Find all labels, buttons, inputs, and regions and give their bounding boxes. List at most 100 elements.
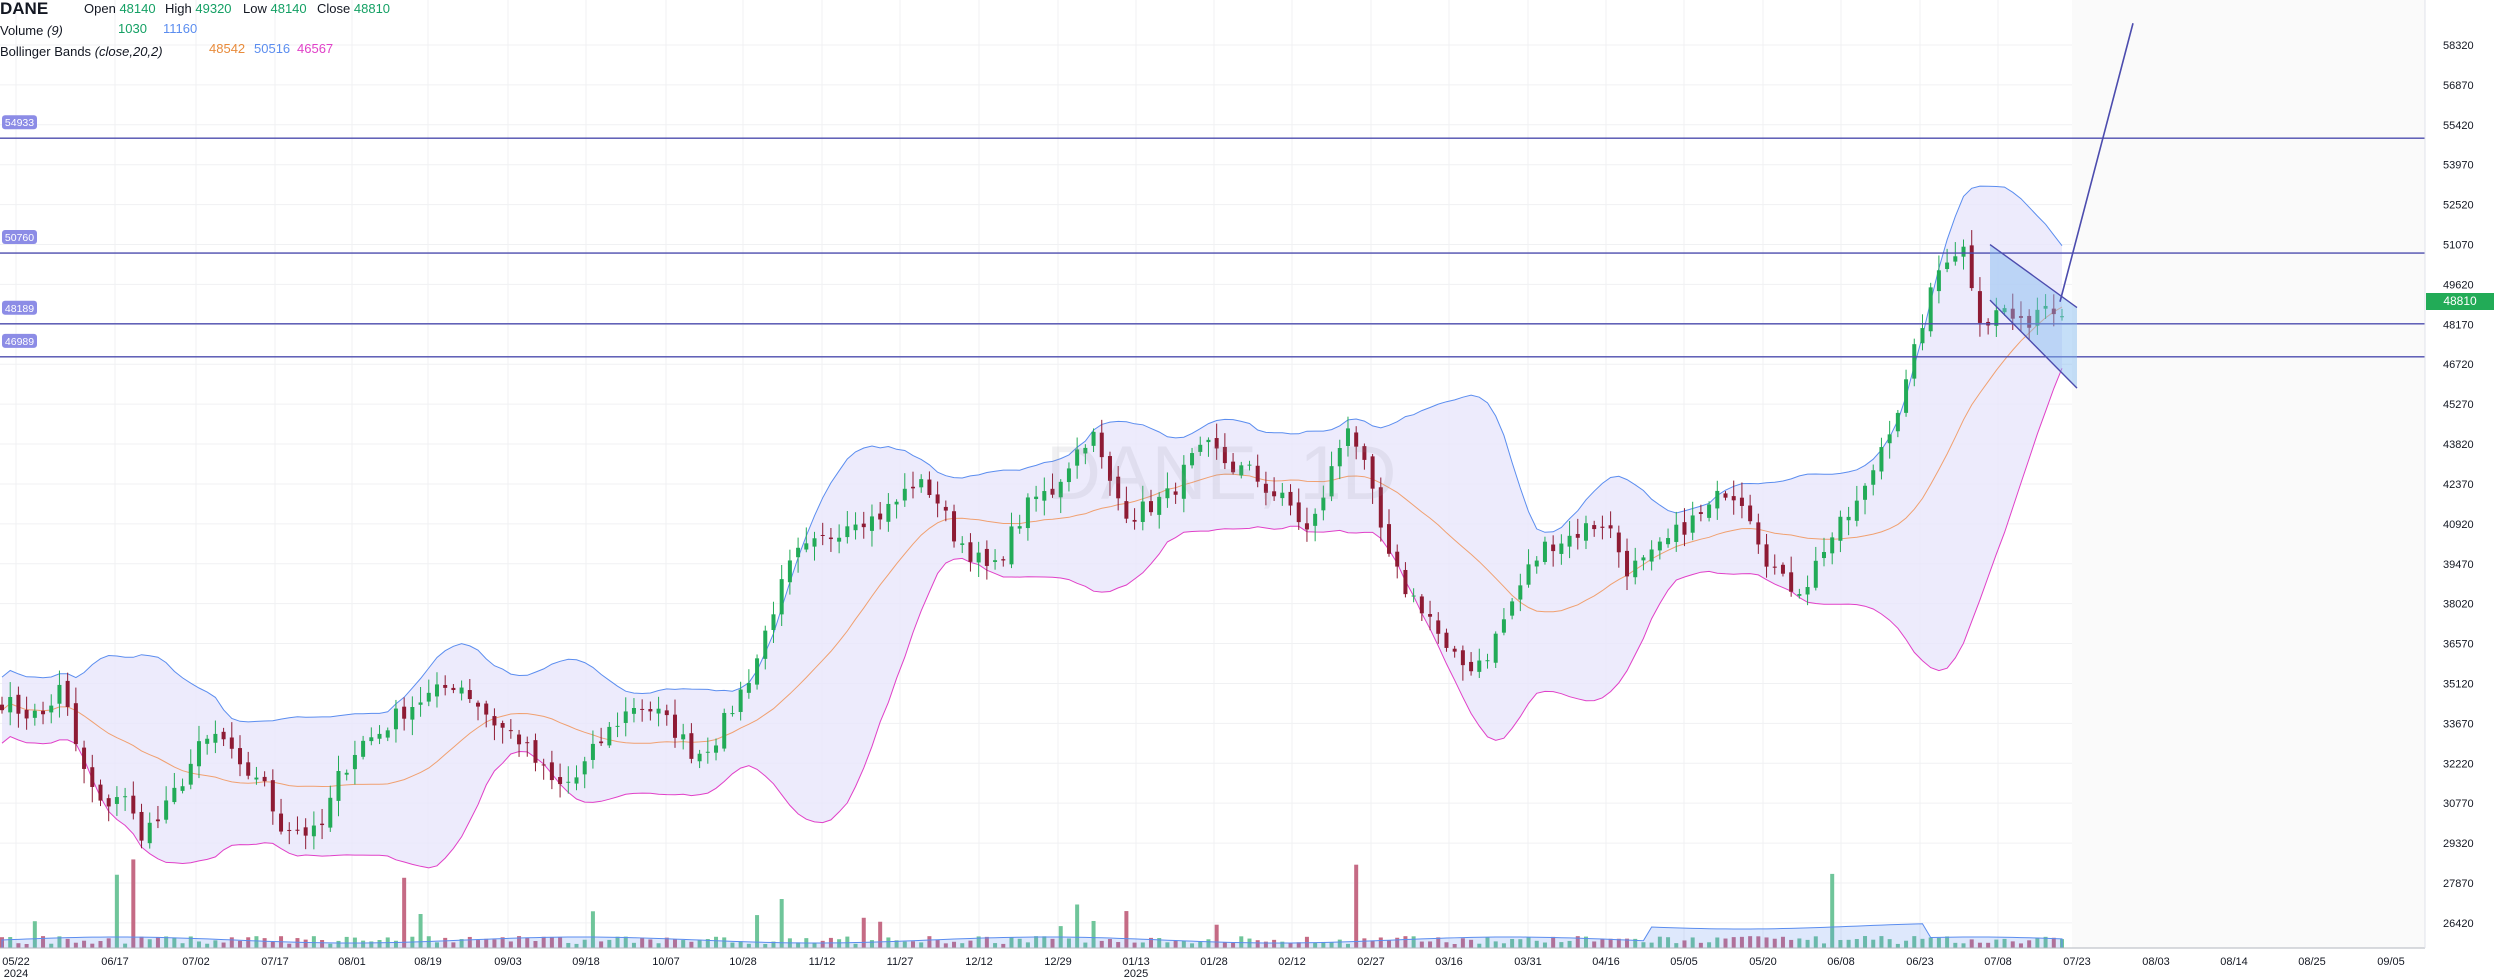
volume-bar (1173, 940, 1178, 948)
candle (549, 750, 554, 790)
volume-bar (1337, 939, 1342, 948)
candle (155, 805, 160, 829)
volume-bar (927, 936, 932, 948)
candle (1501, 608, 1506, 636)
candle (1288, 484, 1293, 516)
candle-body (1395, 551, 1400, 567)
volume-bar (1354, 864, 1359, 948)
candle (1608, 511, 1613, 539)
volume-bar (1682, 940, 1687, 948)
volume-bar (1534, 940, 1539, 948)
volume-label[interactable]: Volume (0, 23, 44, 38)
volume-bar (205, 943, 210, 948)
candle-body (615, 725, 620, 727)
candle-body (1469, 661, 1474, 672)
candle-body (1567, 535, 1572, 547)
candle (1592, 520, 1597, 537)
y-tick-label: 49620 (2443, 279, 2474, 291)
candle-body (1583, 523, 1588, 541)
volume-bar (705, 939, 710, 948)
volume-bar (1748, 936, 1753, 948)
candle-body (311, 825, 316, 837)
volume-bar (467, 936, 472, 948)
candle (631, 698, 636, 723)
candle-body (878, 513, 883, 520)
candle (1034, 485, 1039, 512)
candle-body (1666, 538, 1671, 545)
volume-bar (8, 937, 13, 948)
volume-ma-area (1, 923, 2063, 949)
candle (8, 682, 13, 726)
volume-bar (714, 936, 719, 948)
candle-body (106, 798, 111, 807)
candle (1657, 537, 1662, 560)
volume-bar (1436, 937, 1441, 948)
candle-body (1025, 497, 1030, 529)
candle-body (993, 560, 998, 562)
candle-body (1017, 526, 1022, 529)
candle-body (492, 716, 497, 726)
volume-bar (172, 937, 177, 948)
volume-bar (558, 937, 563, 948)
candle-body (1485, 660, 1490, 662)
bb-label[interactable]: Bollinger Bands (0, 44, 92, 59)
volume-bar (434, 942, 439, 948)
volume-bar (1411, 936, 1416, 948)
candle-body (1592, 525, 1597, 530)
candle-body (1657, 541, 1662, 551)
candle-body (1149, 501, 1154, 513)
candle (845, 511, 850, 544)
volume-bar (919, 942, 924, 948)
candle (1428, 600, 1433, 631)
candle (98, 779, 103, 807)
candle-body (705, 751, 710, 753)
volume-bar (139, 936, 144, 948)
y-tick-label: 32220 (2443, 758, 2474, 770)
candle (49, 694, 54, 724)
volume-bar (500, 937, 505, 948)
volume-bar (549, 937, 554, 948)
candle (139, 803, 144, 849)
current-price-tag: 48810 (2426, 293, 2494, 310)
candle-body (1797, 594, 1802, 596)
symbol-name[interactable]: DANE (0, 0, 49, 18)
candle-body (1337, 448, 1342, 467)
candle (705, 737, 710, 764)
volume-bar (98, 941, 103, 948)
volume-bar (164, 936, 169, 948)
candle (1625, 538, 1630, 591)
volume-bar (1542, 942, 1547, 948)
volume-bar (1830, 873, 1835, 948)
candle (796, 537, 801, 573)
candle (476, 700, 481, 721)
candle (459, 680, 464, 701)
y-tick-label: 40920 (2443, 519, 2474, 531)
candle-body (1436, 620, 1441, 634)
volume-bar (41, 936, 46, 948)
volume-bar (1567, 940, 1572, 948)
candle (147, 812, 152, 849)
candle-body (410, 707, 415, 720)
candle (558, 763, 563, 798)
candle-body (1181, 464, 1186, 499)
volume-bar (361, 940, 366, 948)
trend-channel-upper (1989, 243, 2078, 309)
volume-bar (1666, 937, 1671, 948)
candle-body (1904, 379, 1909, 413)
candle (1575, 518, 1580, 550)
candle-body (147, 822, 152, 844)
x-tick-label: 02/12 (1278, 956, 1306, 968)
volume-bar (2010, 941, 2015, 948)
candle-body (1428, 614, 1433, 617)
candle (730, 705, 735, 717)
volume-bar (1518, 939, 1523, 948)
y-tick-label: 58320 (2443, 40, 2474, 52)
candle-body (1772, 566, 1777, 568)
candle (861, 511, 866, 539)
candle-body (393, 708, 398, 730)
y-tick-label: 29320 (2443, 838, 2474, 850)
candle-body (221, 731, 226, 740)
candle-body (1321, 497, 1326, 511)
